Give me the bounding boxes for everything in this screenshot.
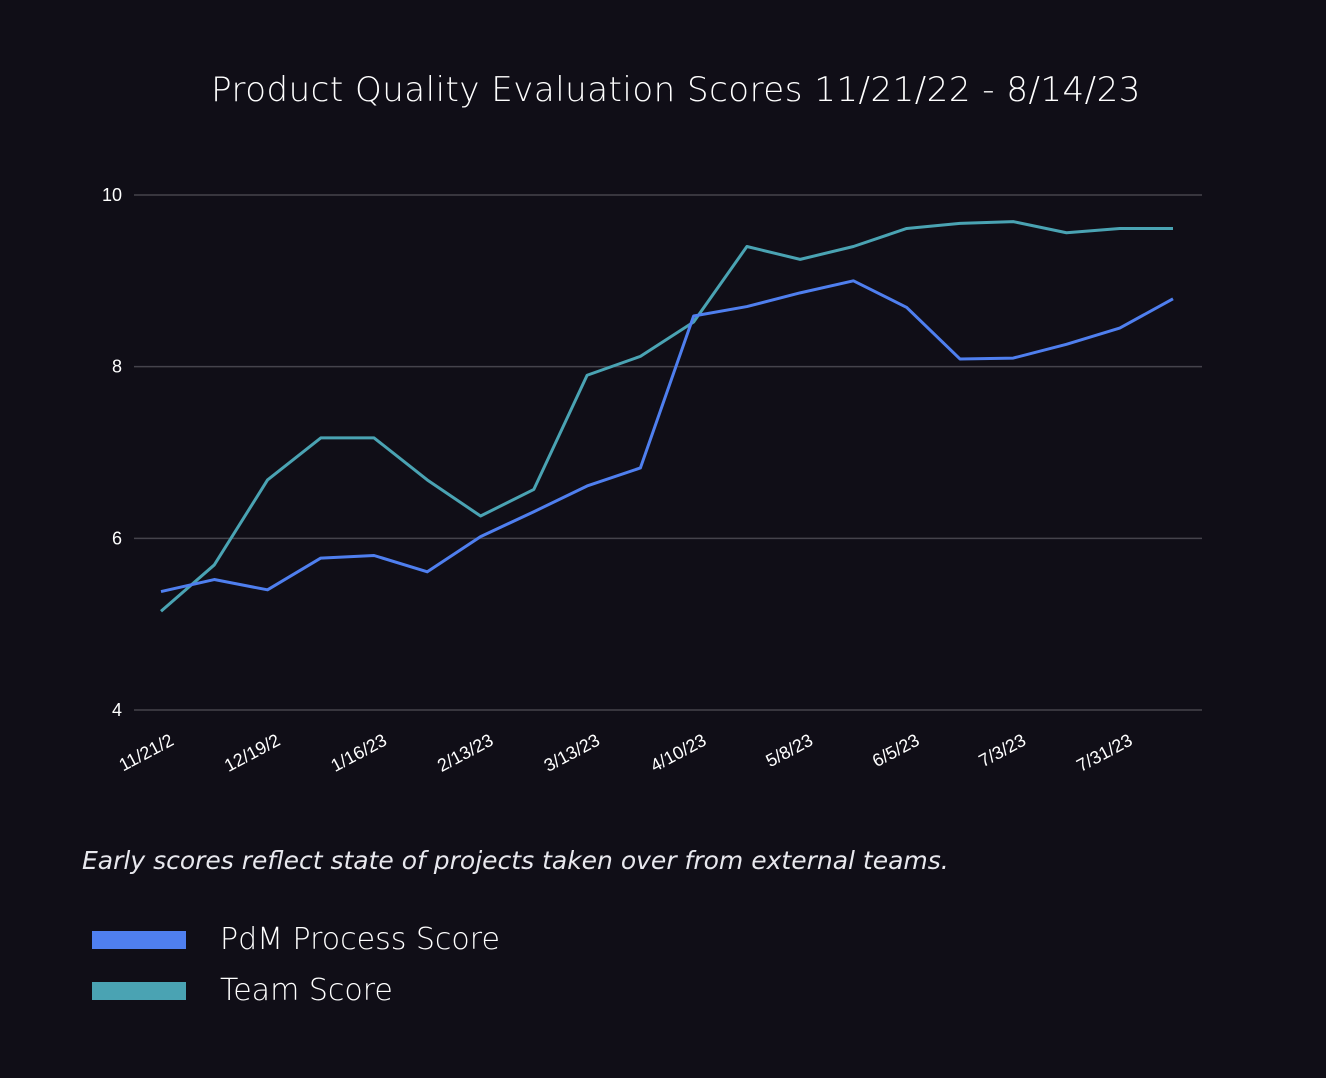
x-tick-label: 6/5/23 bbox=[869, 730, 923, 771]
y-tick-label: 6 bbox=[112, 528, 122, 548]
x-tick-label: 11/21/2 bbox=[116, 730, 177, 775]
y-tick-label: 8 bbox=[112, 357, 122, 377]
chart-note: Early scores reflect state of projects t… bbox=[82, 846, 949, 875]
y-tick-label: 10 bbox=[102, 185, 122, 205]
series-line-pdm bbox=[160, 279, 1174, 594]
legend-label-team: Team Score bbox=[220, 973, 393, 1008]
x-tick-label: 12/19/2 bbox=[221, 730, 283, 776]
x-tick-label: 7/31/23 bbox=[1073, 730, 1135, 776]
x-tick-label: 2/13/23 bbox=[434, 730, 496, 776]
legend-swatch-pdm bbox=[92, 930, 186, 949]
series-line-team bbox=[160, 220, 1173, 613]
y-tick-label: 4 bbox=[112, 700, 122, 720]
x-tick-label: 7/3/23 bbox=[976, 730, 1030, 771]
x-tick-label: 4/10/23 bbox=[647, 730, 709, 776]
x-tick-label: 1/16/23 bbox=[328, 730, 390, 776]
chart-title: Product Quality Evaluation Scores 11/21/… bbox=[211, 70, 1141, 110]
x-tick-label: 3/13/23 bbox=[541, 730, 603, 776]
legend-item-pdm: PdM Process Score bbox=[92, 922, 500, 957]
legend-item-team: Team Score bbox=[92, 973, 393, 1008]
x-tick-label: 5/8/23 bbox=[762, 730, 816, 771]
legend-swatch-team bbox=[92, 981, 186, 1000]
legend-label-pdm: PdM Process Score bbox=[220, 922, 500, 957]
